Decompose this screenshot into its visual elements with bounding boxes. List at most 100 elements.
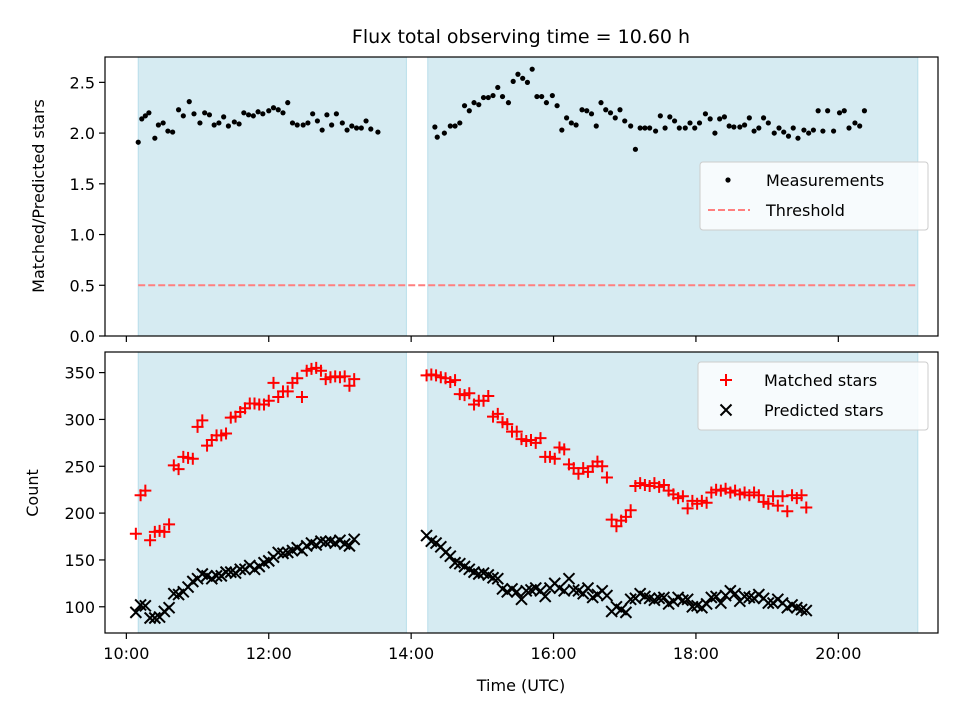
legend-label: Matched stars (764, 371, 877, 390)
measurement-point (781, 129, 787, 135)
measurement-point (289, 120, 296, 126)
measurement-point (563, 115, 570, 121)
measurement-point (756, 125, 762, 131)
measurement-point (857, 123, 863, 129)
measurement-point (841, 108, 847, 114)
matched-point (267, 376, 280, 389)
measurement-point (549, 92, 555, 99)
measurement-point (231, 119, 237, 125)
measurement-point (206, 112, 213, 118)
matched-point (800, 501, 813, 514)
predicted-point (276, 547, 290, 560)
measurement-point (245, 112, 252, 118)
measurement-point (344, 127, 350, 133)
matched-point (163, 518, 176, 531)
chart-title: Flux total observing time = 10.60 h (352, 26, 690, 48)
measurement-point (170, 129, 176, 135)
matched-point (220, 427, 233, 440)
measurement-point (280, 110, 286, 116)
y-tick-label: 100 (64, 598, 95, 617)
measurement-point (300, 122, 306, 128)
measurement-point (329, 122, 335, 128)
measurement-point (785, 133, 792, 139)
measurement-point (353, 125, 360, 131)
series-predicted-stars (129, 529, 813, 625)
matched-point (129, 527, 142, 540)
measurement-point (529, 66, 535, 72)
measurement-point (476, 102, 482, 108)
measurement-point (760, 115, 767, 121)
x-tick-label: 14:00 (388, 644, 434, 663)
measurement-point (135, 139, 141, 145)
matched-point (463, 387, 476, 400)
matched-point (596, 460, 609, 473)
x-axis-label: Time (UTC) (476, 676, 565, 695)
predicted-point (539, 590, 552, 603)
predicted-point (347, 533, 361, 546)
measurement-point (225, 123, 232, 129)
predicted-point (743, 591, 756, 604)
measurement-point (852, 120, 858, 126)
legend-predicted-marker (719, 403, 733, 417)
measurement-point (152, 135, 158, 141)
measurement-point (584, 108, 590, 114)
matched-point (281, 385, 294, 398)
measurement-point (216, 120, 222, 126)
matched-point (781, 505, 794, 518)
y-tick-label: 300 (64, 410, 95, 429)
measurement-point (432, 124, 438, 130)
measurement-point (712, 130, 718, 136)
measurement-point (197, 120, 203, 126)
measurement-point (612, 115, 618, 121)
measurement-point (702, 111, 709, 117)
predicted-point (444, 549, 457, 563)
measurement-point (285, 100, 291, 106)
measurement-point (726, 123, 732, 129)
measurement-point (191, 111, 197, 117)
matched-point (752, 489, 765, 502)
measurement-point (810, 127, 817, 133)
matched-point (262, 394, 275, 407)
predicted-point (681, 593, 694, 606)
matched-point (491, 407, 504, 420)
measurement-point (211, 122, 217, 128)
predicted-point (134, 598, 147, 612)
y-tick-label: 200 (64, 504, 95, 523)
matched-point (619, 510, 632, 523)
matched-point (144, 534, 157, 547)
predicted-point (448, 556, 462, 569)
measurement-point (139, 116, 145, 122)
matched-point (624, 504, 637, 517)
matched-point (196, 414, 209, 427)
measurement-point (568, 120, 574, 126)
predicted-point (652, 592, 666, 605)
predicted-point (234, 563, 247, 576)
measurement-point (275, 107, 281, 113)
predicted-point (224, 565, 237, 579)
measurement-point (165, 128, 171, 134)
measurement-point (836, 110, 843, 116)
measurement-point (771, 130, 777, 136)
y-tick-label: 0.5 (70, 276, 95, 295)
y-tick-label: 1.0 (70, 226, 95, 245)
measurement-point (751, 128, 757, 134)
legend-measurement-marker (725, 177, 731, 183)
measurement-point (186, 99, 192, 105)
measurement-point (846, 125, 852, 131)
measurement-point (524, 79, 531, 85)
matched-point (191, 420, 204, 433)
measurement-point (485, 94, 491, 101)
legend-box (697, 361, 929, 431)
measurement-point (461, 103, 468, 109)
measurement-point (815, 108, 821, 114)
measurement-point (628, 123, 634, 129)
predicted-point (515, 593, 528, 606)
measurement-point (554, 103, 560, 109)
measurement-point (305, 120, 311, 126)
measurement-point (375, 129, 381, 135)
measurement-point (731, 124, 737, 130)
predicted-point (272, 546, 285, 559)
measurement-point (696, 120, 703, 126)
matched-point (558, 443, 571, 456)
